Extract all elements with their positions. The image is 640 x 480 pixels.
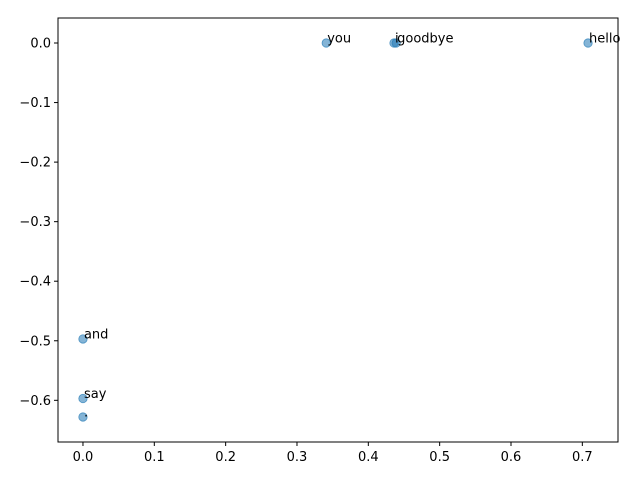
x-tick-label: 0.6 bbox=[501, 450, 522, 465]
plot-frame bbox=[57, 17, 619, 443]
point-label: hello bbox=[589, 32, 620, 47]
point-label: goodbye bbox=[397, 32, 453, 47]
y-axis-ticks: 0.0 −0.1 −0.2 −0.3 −0.4 −0.5 −0.6 bbox=[19, 37, 58, 409]
point-label: i bbox=[395, 32, 399, 47]
data-point bbox=[583, 38, 593, 48]
point-label: . bbox=[84, 405, 88, 420]
point-label: you bbox=[327, 32, 351, 47]
plot-area bbox=[58, 18, 618, 442]
x-tick-label: 0.5 bbox=[429, 450, 450, 465]
y-tick-label: −0.5 bbox=[19, 334, 51, 349]
y-tick-label: −0.4 bbox=[19, 275, 51, 290]
x-tick-label: 0.4 bbox=[358, 450, 379, 465]
points-layer bbox=[78, 38, 593, 422]
x-axis-ticks: 0.0 0.1 0.2 0.3 0.4 0.5 0.6 0.7 bbox=[73, 442, 593, 465]
point-label: and bbox=[84, 327, 108, 342]
y-tick-label: −0.2 bbox=[19, 156, 51, 171]
data-point bbox=[78, 334, 88, 344]
data-point bbox=[78, 393, 88, 404]
x-tick-label: 0.3 bbox=[287, 450, 308, 465]
data-point bbox=[391, 38, 401, 48]
x-tick-label: 0.2 bbox=[215, 450, 236, 465]
point-label: say bbox=[84, 387, 107, 402]
x-tick-label: 0.1 bbox=[144, 450, 165, 465]
y-tick-label: −0.6 bbox=[19, 394, 51, 409]
data-point bbox=[321, 38, 331, 48]
y-tick-label: −0.1 bbox=[19, 96, 51, 111]
x-tick-label: 0.0 bbox=[73, 450, 94, 465]
y-tick-label: 0.0 bbox=[30, 37, 51, 52]
y-tick-label: −0.3 bbox=[19, 215, 51, 230]
x-tick-label: 0.7 bbox=[572, 450, 593, 465]
data-point bbox=[78, 412, 88, 422]
